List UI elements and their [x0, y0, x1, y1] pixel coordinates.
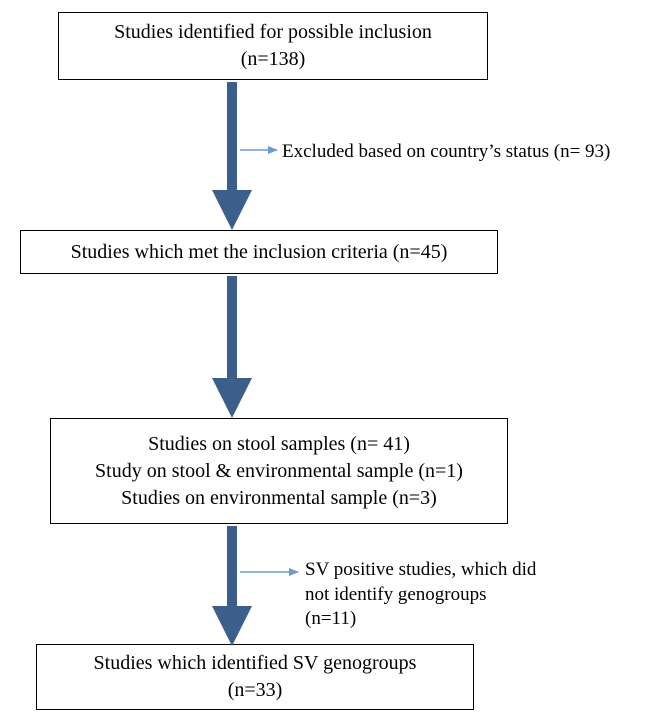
label2-line2: not identify genogroups: [305, 583, 635, 608]
flow-box-genogroups: Studies which identified SV genogroups (…: [36, 644, 474, 710]
label1-text: Excluded based on country’s status (n= 9…: [282, 141, 610, 162]
exclusion-label-no-genogroups: SV positive studies, which did not ident…: [305, 558, 635, 632]
box1-line2: (n=138): [241, 46, 306, 73]
label2-line3: (n=11): [305, 607, 635, 632]
box3-line2: Study on stool & environmental sample (n…: [95, 458, 463, 485]
flow-box-met-criteria: Studies which met the inclusion criteria…: [20, 230, 498, 274]
box2-line1: Studies which met the inclusion criteria…: [71, 239, 448, 266]
box3-line3: Studies on environmental sample (n=3): [121, 485, 437, 512]
box1-line1: Studies identified for possible inclusio…: [114, 19, 432, 46]
box3-line1: Studies on stool samples (n= 41): [148, 431, 410, 458]
exclusion-label-country-status: Excluded based on country’s status (n= 9…: [282, 140, 670, 165]
flow-box-sample-types: Studies on stool samples (n= 41) Study o…: [50, 418, 508, 524]
box4-line2: (n=33): [228, 677, 283, 704]
box4-line1: Studies which identified SV genogroups: [94, 650, 417, 677]
flowchart-canvas: Studies identified for possible inclusio…: [0, 0, 671, 720]
flow-box-identified: Studies identified for possible inclusio…: [58, 12, 488, 80]
label2-line1: SV positive studies, which did: [305, 558, 635, 583]
